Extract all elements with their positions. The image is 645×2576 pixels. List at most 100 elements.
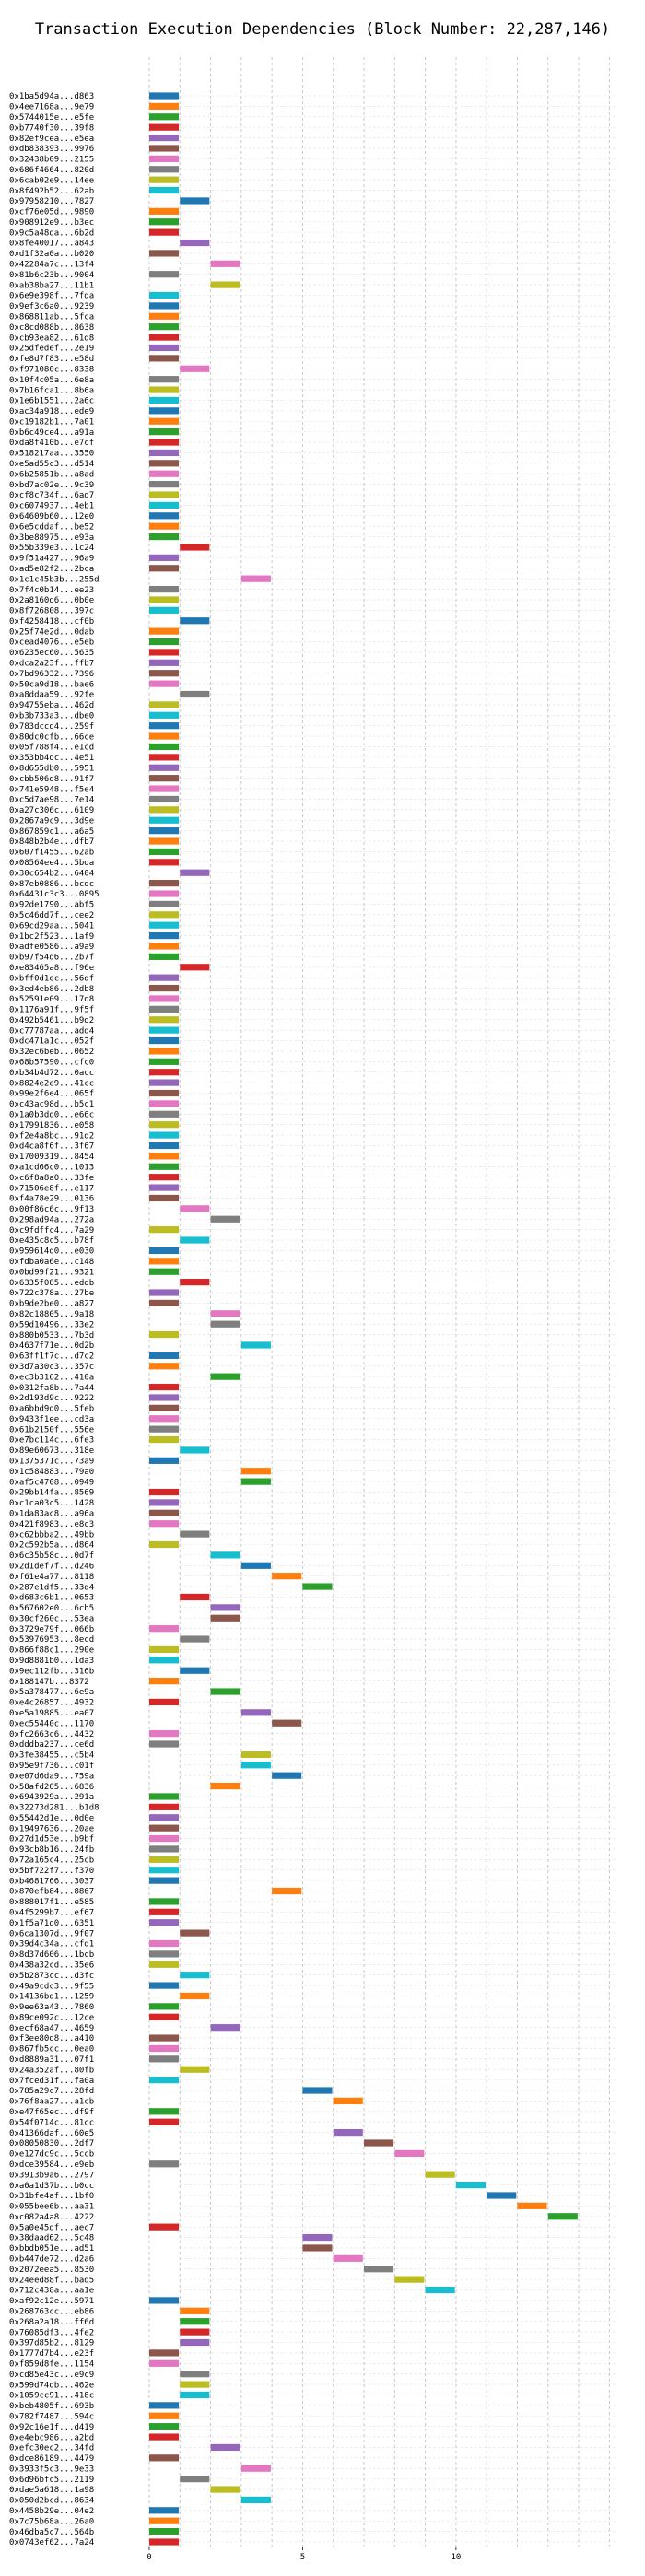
row-label: 0x2d1def7f...d246	[9, 1562, 94, 1571]
row-label: 0xc6074937...4eb1	[9, 502, 94, 511]
transaction-bar	[148, 228, 180, 236]
row-label: 0x5b2873cc...d3fc	[9, 1972, 94, 1981]
transaction-bar	[148, 1834, 180, 1843]
chart-title: Transaction Execution Dependencies (Bloc…	[35, 20, 610, 39]
row-label: 0x6e5cddaf...be52	[9, 522, 94, 532]
row-label: 0xc9fdffc4...7a29	[9, 1226, 94, 1235]
row-label: 0x97958210...7827	[9, 197, 94, 206]
transaction-bar	[148, 439, 180, 446]
transaction-bar	[302, 1583, 333, 1590]
transaction-bar	[148, 627, 180, 635]
transaction-bar	[148, 2003, 180, 2010]
row-label: 0x29bb14fa...8569	[9, 1489, 94, 1498]
transaction-bar	[240, 1562, 271, 1569]
row-label: 0x599d74db...462e	[9, 2381, 94, 2390]
transaction-bar	[148, 1908, 180, 1915]
row-label: 0x14136bd1...1259	[9, 1993, 94, 2002]
transaction-bar	[148, 1499, 180, 1506]
transaction-bar	[148, 1415, 180, 1423]
transaction-bar	[210, 260, 240, 267]
transaction-bar	[148, 1803, 180, 1810]
row-label: 0x9ec112fb...316b	[9, 1667, 94, 1676]
row-label: 0x7c75b68a...26a0	[9, 2517, 94, 2526]
row-label: 0x188147b...8372	[9, 1678, 89, 1687]
transaction-bar	[148, 1435, 180, 1444]
transaction-bar	[394, 2276, 425, 2283]
transaction-bar	[148, 1509, 180, 1516]
transaction-bar	[148, 585, 180, 593]
transaction-bar	[148, 764, 180, 771]
row-label: 0xbd7ac02e...9c39	[9, 481, 94, 490]
transaction-bar	[148, 2528, 180, 2535]
row-label: 0xcf8c734f...6ad7	[9, 491, 94, 500]
row-label: 0x25f74e2d...0dab	[9, 627, 94, 637]
transaction-bar	[148, 711, 180, 719]
transaction-bar	[148, 785, 180, 792]
row-label: 0xcbb506d8...91f7	[9, 775, 94, 784]
transaction-bar	[148, 1330, 180, 1339]
row-label: 0x8f492b52...62ab	[9, 187, 94, 196]
transaction-bar	[148, 1058, 180, 1065]
row-label: 0x89e60673...318e	[9, 1446, 94, 1456]
row-label: 0x5bf722f7...f370	[9, 1867, 94, 1876]
row-label: 0x08050830...2df7	[9, 2139, 94, 2149]
transaction-bar	[148, 2077, 180, 2084]
row-label: 0x89ce092c...12ce	[9, 2013, 94, 2022]
row-label: 0xa0a1d37b...b0cc	[9, 2182, 94, 2191]
transaction-bar	[148, 1425, 180, 1433]
transaction-bar	[148, 848, 180, 856]
row-label: 0x2072eea5...8530	[9, 2266, 94, 2275]
transaction-bar	[210, 1215, 240, 1223]
row-label: 0x6b25851b...a8ad	[9, 470, 94, 479]
transaction-bar	[148, 176, 180, 183]
row-label: 0xe83465a8...f96e	[9, 964, 94, 973]
row-label: 0x4458b29e...04e2	[9, 2507, 94, 2516]
transaction-bar	[148, 123, 180, 131]
transaction-bar	[148, 1352, 180, 1359]
row-label: 0x87eb0886...bcdc	[9, 880, 94, 889]
transaction-bar	[210, 1551, 240, 1559]
row-label: 0x9d8881b0...1da3	[9, 1657, 94, 1666]
transaction-bar	[148, 1153, 180, 1160]
row-label: 0xd683c6b1...0653	[9, 1594, 94, 1603]
transaction-bar	[180, 2476, 210, 2483]
transaction-bar	[148, 491, 180, 498]
transaction-bar	[148, 2433, 180, 2441]
transaction-bar	[148, 501, 180, 509]
grid-layer	[148, 57, 616, 2547]
row-label: 0x6335f085...eddb	[9, 1279, 94, 1288]
row-label: 0x567602e0...6cb5	[9, 1604, 94, 1613]
row-label: 0x7b16fca1...8b6a	[9, 386, 94, 395]
row-label: 0xd8889a31...07f1	[9, 2055, 94, 2065]
transaction-bar	[148, 649, 180, 656]
transaction-bar	[148, 943, 180, 950]
row-label: 0x19497636...20ae	[9, 1824, 94, 1833]
row-label: 0x68b57590...cfc0	[9, 1059, 94, 1068]
row-label: 0xc19182b1...7a01	[9, 417, 94, 427]
transaction-bar	[148, 1457, 180, 1464]
row-label: 0x6943929a...291a	[9, 1793, 94, 1802]
row-label: 0x61b2150f...556e	[9, 1425, 94, 1434]
transaction-bar	[180, 1530, 210, 1538]
transaction-bar	[272, 1573, 302, 1580]
transaction-bar	[148, 2108, 180, 2115]
transaction-bar	[302, 2087, 333, 2094]
transaction-bar	[148, 1363, 180, 1370]
transaction-bar	[148, 218, 180, 226]
transaction-bar	[148, 1026, 180, 1034]
row-label: 0x6d96bfc5...2119	[9, 2476, 94, 2485]
row-label: 0x42284a7c...13f4	[9, 261, 94, 270]
row-label: 0x438a32cd...35e6	[9, 1961, 94, 1970]
transaction-bar	[148, 1174, 180, 1181]
row-label: 0x867859c1...a6a5	[9, 827, 94, 837]
row-label: 0xe07d6da9...759a	[9, 1772, 94, 1781]
row-label: 0x81b6c23b...9004	[9, 271, 94, 280]
row-label: 0xbbdb051e...ad51	[9, 2244, 94, 2254]
transaction-bar	[148, 155, 180, 162]
row-label: 0xcf76e05d...9890	[9, 208, 94, 217]
row-label: 0x92de1790...abf5	[9, 901, 94, 910]
transaction-bar	[148, 113, 180, 121]
row-label: 0x3be88975...e93a	[9, 533, 94, 543]
transaction-bar	[148, 554, 180, 561]
row-label: 0x1777d7b4...e23f	[9, 2349, 94, 2359]
